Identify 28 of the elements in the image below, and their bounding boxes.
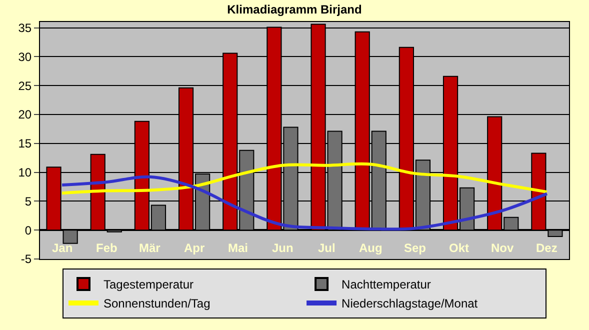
y-tick-label: 30 [18, 50, 32, 64]
line-series [60, 175, 548, 231]
x-tick-label: Jul [318, 241, 336, 255]
x-tick-label: Feb [96, 241, 118, 255]
x-tick-label: Jun [272, 241, 294, 255]
y-tick-label: 20 [18, 108, 32, 122]
x-tick-label: Dez [536, 241, 558, 255]
legend-label: Niederschlagstage/Monat [342, 296, 478, 311]
y-tick-label: 10 [18, 165, 32, 180]
legend-label: Nachttemperatur [342, 278, 431, 292]
line-series [60, 162, 548, 195]
x-tick-label: Mai [228, 241, 248, 255]
y-tick-label: 15 [18, 136, 32, 151]
chart-title: Klimadiagramm Birjand [227, 2, 362, 16]
y-tick-label: -5 [20, 252, 32, 266]
x-tick-label: Sep [404, 241, 426, 255]
legend-label: Tagestemperatur [104, 278, 194, 292]
x-tick-label: Apr [184, 241, 205, 255]
y-tick-label: 35 [18, 20, 32, 35]
y-tick-label: 25 [18, 78, 32, 93]
y-tick-label: 0 [24, 223, 32, 238]
x-tick-label: Jan [52, 241, 73, 255]
legend-label: Sonnenstunden/Tag [104, 296, 210, 311]
x-tick-label: Mär [139, 241, 161, 255]
x-tick-label: Nov [491, 241, 514, 255]
x-tick-label: Okt [449, 241, 470, 255]
y-tick-label: 5 [24, 194, 32, 208]
x-tick-label: Aug [359, 241, 382, 255]
